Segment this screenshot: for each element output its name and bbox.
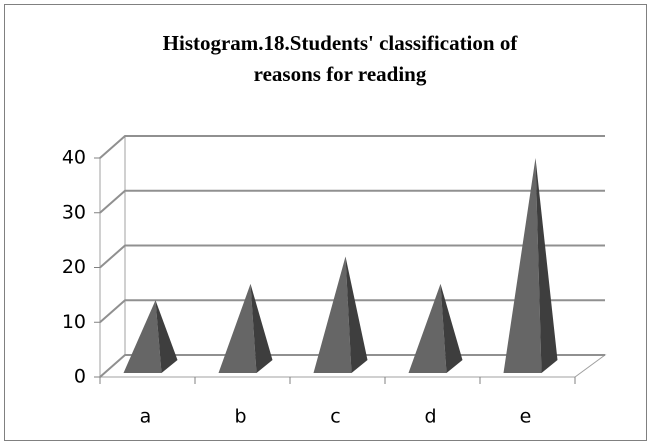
- y-tick-label: 10: [62, 311, 86, 333]
- pyramid-side: [250, 283, 273, 373]
- pyramid: [218, 283, 273, 373]
- pyramid-side: [155, 300, 178, 373]
- pyramid: [503, 157, 558, 373]
- y-tick-label: 40: [62, 147, 86, 169]
- pyramid: [313, 256, 368, 373]
- grid-line: [99, 244, 605, 269]
- pyramid-front: [123, 300, 162, 373]
- x-tick-label: d: [424, 406, 436, 428]
- pyramid-front: [503, 157, 542, 373]
- y-tick-label: 30: [62, 201, 86, 223]
- pyramid-front: [218, 283, 257, 373]
- pyramid-front: [313, 256, 352, 373]
- pyramid: [123, 300, 178, 373]
- pyramid-side: [440, 283, 463, 373]
- x-tick-label: c: [330, 406, 340, 428]
- y-tick-label: 20: [62, 256, 86, 278]
- x-tick-label: e: [520, 406, 532, 428]
- pyramid-side: [345, 256, 368, 373]
- pyramid: [408, 283, 463, 373]
- grid-line: [99, 135, 605, 159]
- y-tick-label: 0: [74, 366, 86, 388]
- chart-title: Histogram.18.Students' classification of: [163, 31, 519, 55]
- x-tick-label: b: [234, 406, 246, 428]
- chart-title: reasons for reading: [254, 62, 427, 86]
- x-tick-label: a: [140, 406, 152, 428]
- pyramid-side: [535, 157, 558, 373]
- pyramid-front: [408, 283, 447, 373]
- grid-line: [99, 189, 605, 214]
